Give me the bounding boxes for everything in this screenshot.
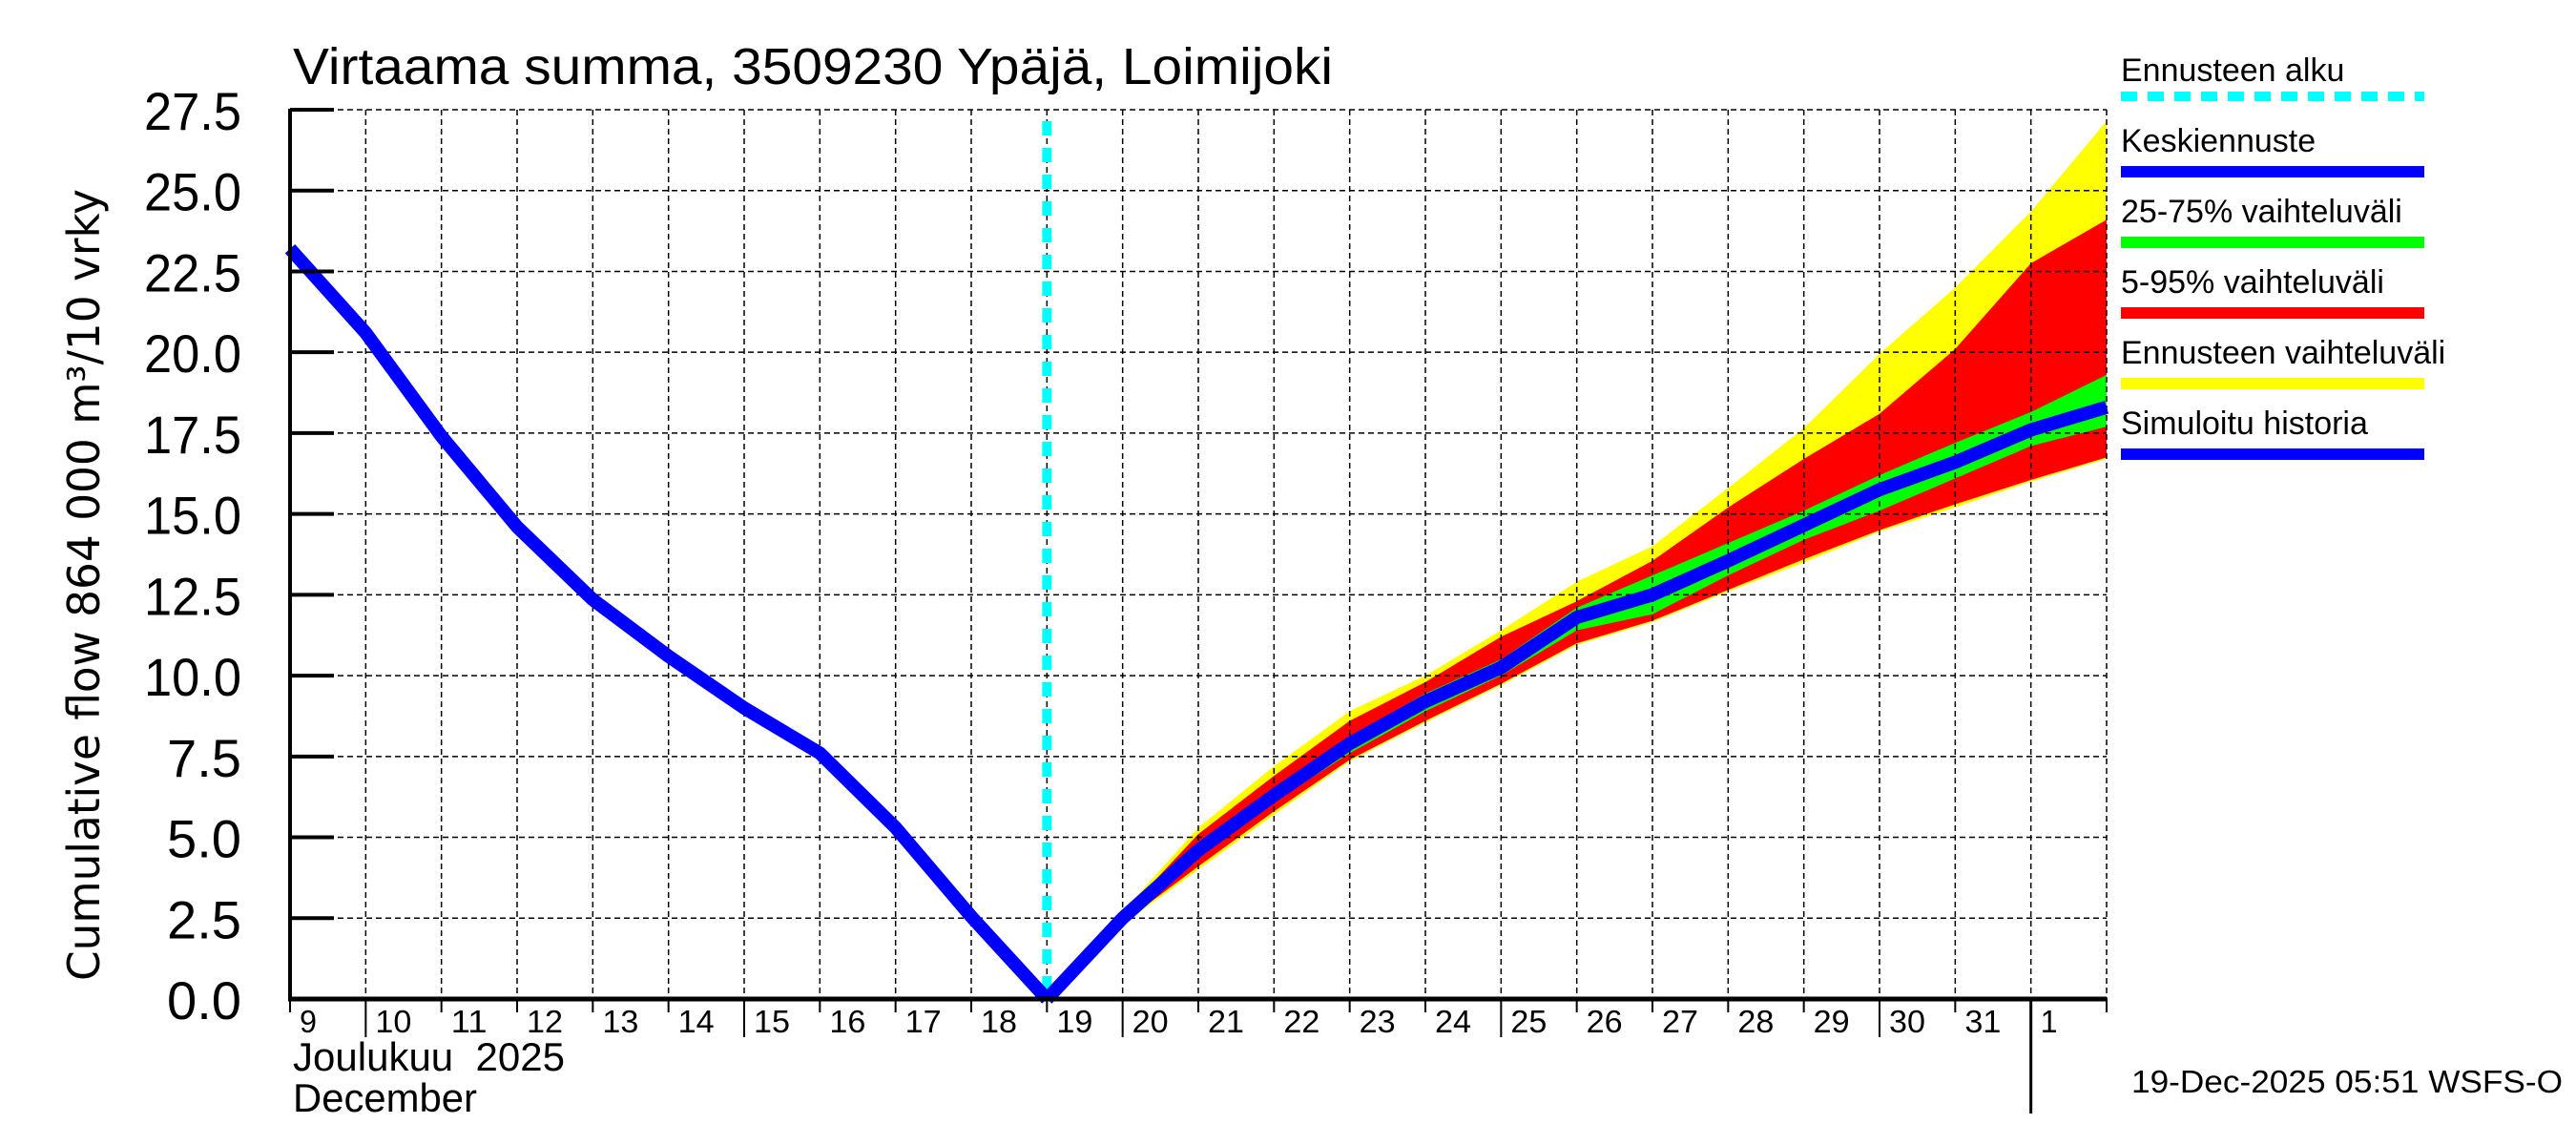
legend-label: Ennusteen alku [2121,52,2344,89]
grid-lines [290,109,2108,999]
x-tick-label: 23 [1360,1004,1396,1039]
legend-label: Keskiennuste [2121,123,2316,159]
month-label-fi: Joulukuu 2025 [293,1034,565,1079]
x-tick-label: 30 [1889,1004,1925,1039]
legend-label: 25-75% vaihteluväli [2121,194,2402,230]
y-tick-label: 22.5 [144,242,241,302]
legend-label: 5-95% vaihteluväli [2121,264,2384,301]
y-tick-label: 20.0 [144,323,241,384]
y-axis-label: Cumulative flow 864 000 m³/10 vrky [58,189,110,981]
legend-swatch [2121,448,2424,460]
legend-item: Ennusteen vaihteluväli [2121,335,2445,389]
legend-label: Simuloitu historia [2121,406,2368,442]
data-lines [284,244,2109,1004]
x-tick-label: 17 [905,1004,942,1039]
x-tick-label: 21 [1208,1004,1244,1039]
legend-swatch [2121,237,2424,248]
y-tick-label: 10.0 [144,647,241,707]
legend-swatch [2121,378,2424,389]
x-tick-label: 12 [527,1004,563,1039]
legend-item: 25-75% vaihteluväli [2121,194,2424,248]
y-tick-label: 7.5 [167,728,241,788]
x-tick-label: 13 [602,1004,638,1039]
month-label-en: December [293,1075,477,1120]
y-tick-labels: 0.0 2.5 5.0 7.5 10.0 12.5 15.0 17.5 20.0 22.5 25.0… [144,81,241,1030]
x-tick-label: 22 [1283,1004,1319,1039]
x-tick-label: 28 [1737,1004,1774,1039]
legend-item: Simuloitu historia [2121,406,2424,460]
legend-swatch [2121,307,2424,319]
y-tick-label: 5.0 [167,809,241,869]
chart-title: Virtaama summa, 3509230 Ypäjä, Loimijoki [293,38,1333,95]
history-line [284,244,1052,1004]
x-tick-label: 25 [1510,1004,1547,1039]
timestamp: 19-Dec-2025 05:51 WSFS-O [2131,1064,2563,1099]
y-tick-label: 0.0 [167,970,241,1030]
axes [288,108,2108,1114]
legend-item: Ennusteen alku [2121,52,2424,101]
y-tick-label: 25.0 [144,162,241,222]
y-tick-label: 27.5 [144,81,241,141]
x-tick-label: 20 [1132,1004,1169,1039]
x-tick-label: 10 [375,1004,411,1039]
x-tick-label: 19 [1056,1004,1092,1039]
x-tick-labels: 9 10 11 12 13 14 15 16 17 18 19 20 21 22 23 24 25 26 27 28 2… [300,1004,2058,1039]
x-tick-label: 11 [451,1004,488,1039]
x-tick-label: 26 [1587,1004,1623,1039]
y-tick-label: 17.5 [144,405,241,465]
y-tick-label: 2.5 [167,889,241,949]
median-forecast-line [1042,401,2109,1004]
x-tick-label: 29 [1814,1004,1850,1039]
legend-label: Ennusteen vaihteluväli [2121,335,2445,371]
x-tick-label: 16 [829,1004,865,1039]
x-tick-label: 31 [1964,1004,2001,1039]
x-tick-label: 14 [678,1004,715,1039]
x-tick-label: 1 [2041,1004,2058,1039]
legend-swatch [2121,166,2424,177]
x-tick-label: 15 [754,1004,790,1039]
y-tick-label: 12.5 [144,566,241,626]
x-tick-label: 27 [1662,1004,1698,1039]
y-tick-label: 15.0 [144,486,241,546]
legend-item: 5-95% vaihteluväli [2121,264,2424,319]
x-tick-label: 24 [1435,1004,1471,1039]
legend: Ennusteen alku Keskiennuste 25-75% vaihtel… [2121,52,2445,460]
x-tick-label: 18 [981,1004,1017,1039]
x-tick-label: 9 [300,1004,317,1039]
legend-item: Keskiennuste [2121,123,2424,177]
